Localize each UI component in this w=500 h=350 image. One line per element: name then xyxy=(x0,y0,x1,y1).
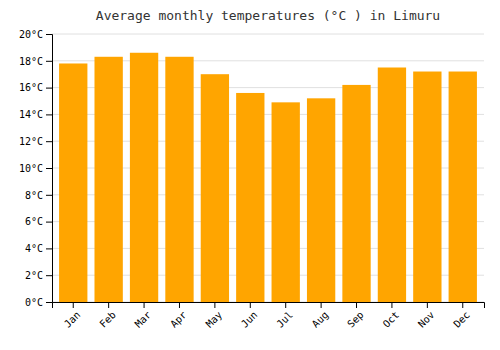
x-tick: Apr xyxy=(168,302,189,330)
plot: 0°C 2°C 4°C 6°C 8°C 10°C 12°C 14°C 16°C 18°C 20°C J… xyxy=(19,29,485,330)
y-tick: 18°C xyxy=(19,56,52,67)
x-tick-label: Apr xyxy=(168,309,189,330)
y-tick-label: 0°C xyxy=(25,297,43,308)
x-tick: Jan xyxy=(62,302,83,330)
x-tick-mark xyxy=(462,302,463,308)
bar xyxy=(94,57,122,302)
title: Average monthly temperatures (°C ) in Li… xyxy=(96,8,440,23)
x-tick-label: Oct xyxy=(381,309,402,330)
x-tick-mark xyxy=(427,302,428,308)
x-tick: Nov xyxy=(416,302,437,330)
bar xyxy=(378,68,406,303)
y-tick: 6°C xyxy=(25,216,52,227)
x-tick: Sep xyxy=(345,302,366,330)
y-tick: 8°C xyxy=(25,190,52,201)
x-tick-mark xyxy=(144,302,145,308)
x-tick: Oct xyxy=(381,302,402,330)
chart: 0°C 2°C 4°C 6°C 8°C 10°C 12°C 14°C 16°C 18°C 20°C J… xyxy=(0,0,500,350)
x-tick-mark xyxy=(73,302,74,308)
x-tick-mark xyxy=(179,302,180,308)
y-tick-label: 18°C xyxy=(19,56,43,67)
x-tick-label: Aug xyxy=(310,309,331,330)
x-tick-label: Nov xyxy=(416,309,437,330)
x-tick-mark xyxy=(108,302,109,308)
bar xyxy=(59,63,87,302)
y-tick-label: 14°C xyxy=(19,109,43,120)
x-tick-label: Dec xyxy=(451,309,472,330)
bar xyxy=(272,102,300,302)
bar xyxy=(130,53,158,302)
bar xyxy=(307,98,335,302)
bar xyxy=(201,74,229,302)
x-tick: Jul xyxy=(274,302,295,330)
y-tick-mark xyxy=(46,275,52,276)
y-tick-mark xyxy=(46,141,52,142)
x-axis-line xyxy=(53,303,485,309)
y-axis: 0°C 2°C 4°C 6°C 8°C 10°C 12°C 14°C 16°C 18°C 20°C xyxy=(19,29,53,308)
grid xyxy=(52,34,484,302)
x-tick-label: Sep xyxy=(345,309,366,330)
bar xyxy=(236,93,264,302)
y-tick-label: 6°C xyxy=(25,216,43,227)
x-tick: Jun xyxy=(239,302,260,330)
y-tick-label: 16°C xyxy=(19,82,43,93)
y-tick: 4°C xyxy=(25,243,52,254)
x-tick-label: Mar xyxy=(133,309,154,330)
bar xyxy=(449,72,477,302)
x-tick-label: Feb xyxy=(97,309,118,330)
y-tick-mark xyxy=(46,302,52,303)
y-tick-mark xyxy=(46,114,52,115)
y-tick: 16°C xyxy=(19,82,52,93)
grid-line xyxy=(52,34,484,35)
x-tick-mark xyxy=(285,302,286,308)
x-tick-label: May xyxy=(204,309,225,330)
y-tick-mark xyxy=(46,168,52,169)
y-tick: 2°C xyxy=(25,270,52,281)
x-axis: Jan Feb Mar Apr May Jun Jul Aug Sep Oct Nov Dec xyxy=(53,302,485,330)
y-tick-label: 12°C xyxy=(19,136,43,147)
x-tick: Feb xyxy=(97,302,118,330)
y-tick-mark xyxy=(46,61,52,62)
bars xyxy=(59,53,477,302)
x-tick-mark xyxy=(391,302,392,308)
y-tick-mark xyxy=(46,222,52,223)
y-axis-line xyxy=(46,35,53,303)
x-tick-label: Jul xyxy=(274,309,295,330)
y-tick: 0°C xyxy=(25,297,52,308)
y-tick: 14°C xyxy=(19,109,52,120)
bar xyxy=(413,72,441,302)
y-tick: 12°C xyxy=(19,136,52,147)
y-tick-label: 10°C xyxy=(19,163,43,174)
y-tick-label: 8°C xyxy=(25,190,43,201)
y-tick-mark xyxy=(46,195,52,196)
x-tick-mark xyxy=(321,302,322,308)
y-tick: 20°C xyxy=(19,29,52,40)
x-tick-mark xyxy=(214,302,215,308)
x-tick: Aug xyxy=(310,302,331,330)
x-tick: May xyxy=(204,302,225,330)
y-tick-label: 20°C xyxy=(19,29,43,40)
x-tick-label: Jun xyxy=(239,309,260,330)
y-tick: 10°C xyxy=(19,163,52,174)
bar xyxy=(342,85,370,302)
x-tick: Dec xyxy=(451,302,472,330)
x-tick: Mar xyxy=(133,302,154,330)
y-tick-label: 4°C xyxy=(25,243,43,254)
bar xyxy=(165,57,193,302)
y-tick-mark xyxy=(46,88,52,89)
y-tick-mark xyxy=(46,34,52,35)
x-tick-mark xyxy=(356,302,357,308)
x-tick-label: Jan xyxy=(62,309,83,330)
y-tick-mark xyxy=(46,248,52,249)
y-tick-label: 2°C xyxy=(25,270,43,281)
x-tick-mark xyxy=(250,302,251,308)
